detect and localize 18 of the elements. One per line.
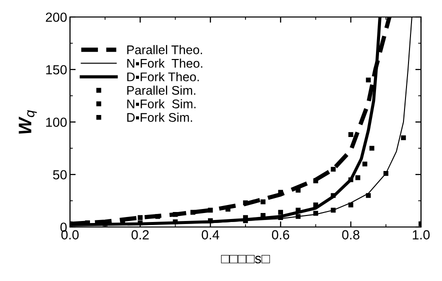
legend-label: Parallel Sim. bbox=[127, 86, 196, 95]
y-tick-label: 200 bbox=[46, 12, 67, 22]
legend-label: N▪Fork Theo. bbox=[127, 58, 202, 68]
legend-label: N▪Fork Sim. bbox=[127, 99, 196, 108]
x-tick-label: 0.8 bbox=[342, 230, 360, 240]
x-tick-label: 0.2 bbox=[132, 230, 149, 240]
legend-label: D▪Fork Sim. bbox=[127, 112, 192, 122]
legend-label: Parallel Theo. bbox=[127, 45, 202, 54]
x-tick-label: 0.6 bbox=[272, 230, 290, 240]
x-tick-label: 0.0 bbox=[61, 230, 79, 240]
x-tick-label: 0.4 bbox=[202, 230, 220, 240]
y-tick-label: 150 bbox=[46, 65, 67, 74]
legend-label: D▪Fork Theo. bbox=[127, 72, 199, 82]
y-axis-title: W$_{q}$ bbox=[18, 110, 37, 134]
y-tick-label: 100 bbox=[46, 118, 67, 127]
x-tick-label: 1.0 bbox=[412, 230, 430, 240]
x-axis-title: □□□□s□ bbox=[221, 254, 270, 264]
y-tick-label: 50 bbox=[53, 170, 67, 180]
